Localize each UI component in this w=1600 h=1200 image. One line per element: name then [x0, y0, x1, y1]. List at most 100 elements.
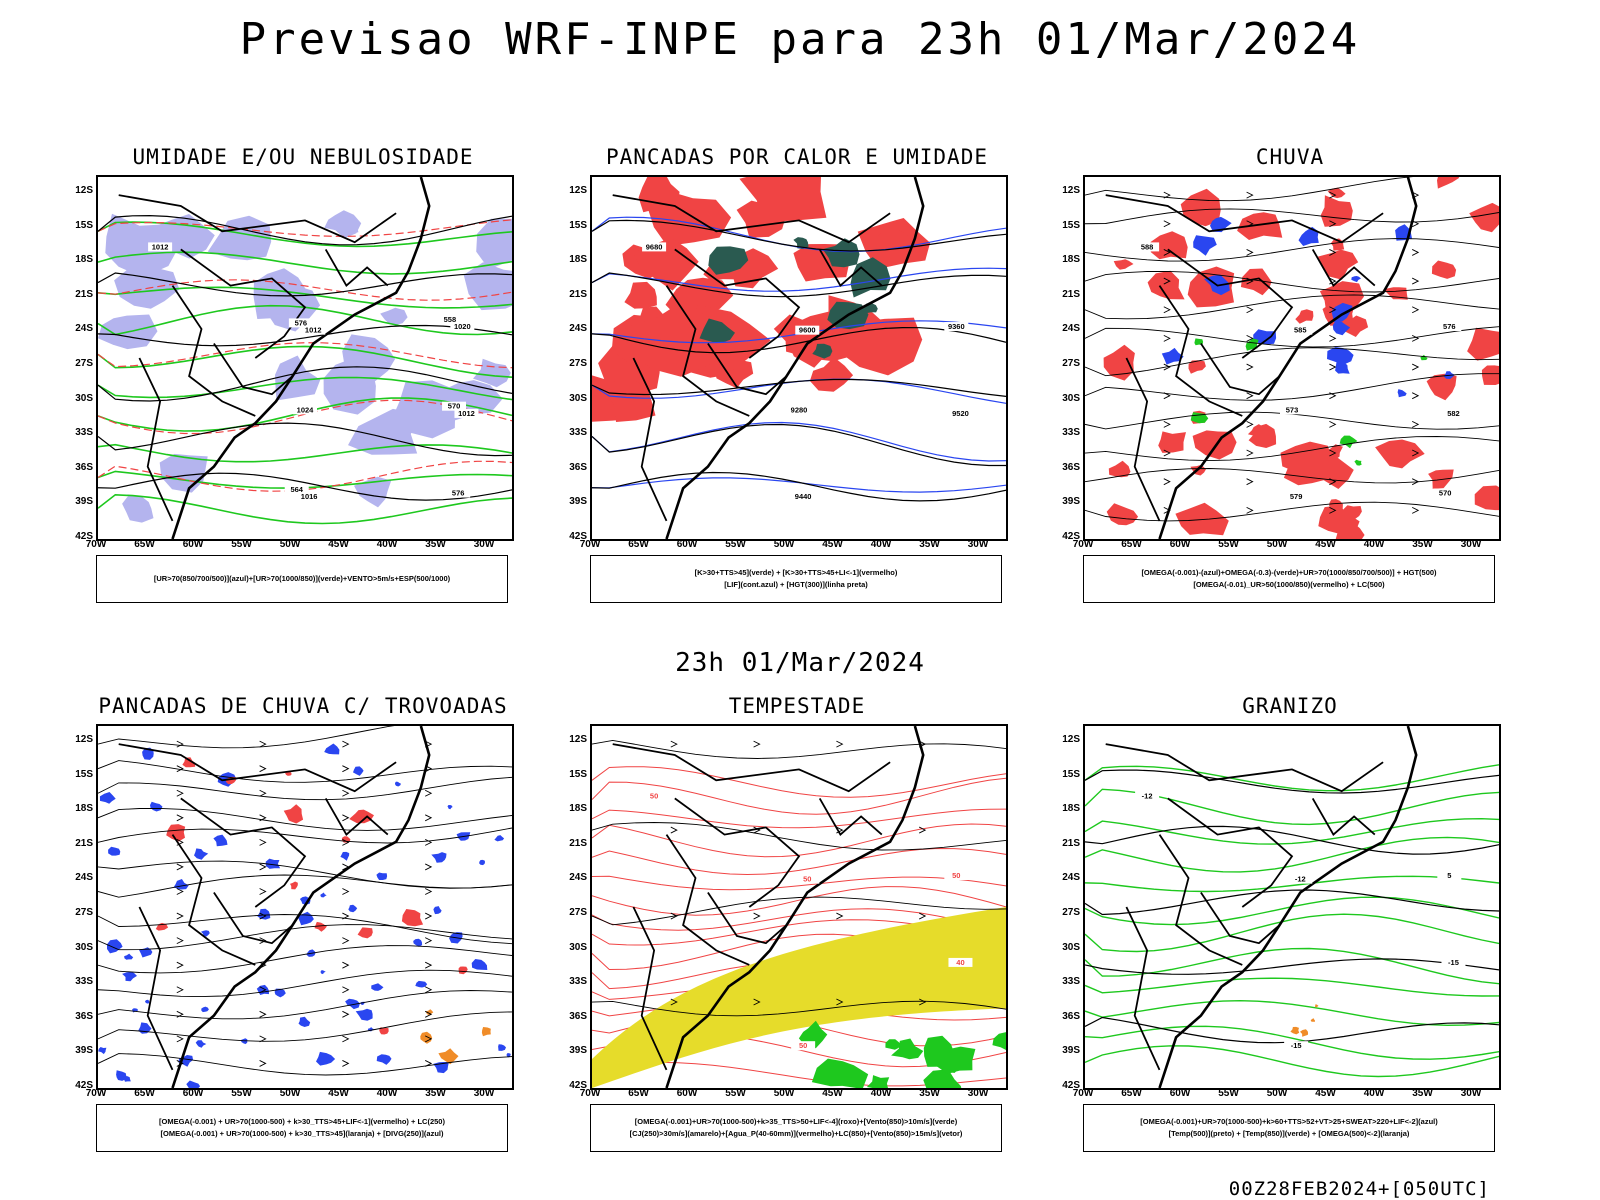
wind-arrow	[424, 912, 433, 920]
streamline	[1085, 411, 1499, 430]
latitude-label: 24S	[1062, 872, 1080, 884]
longitude-label: 50W	[773, 1088, 795, 1099]
longitude-label: 45W	[822, 539, 843, 550]
contour-label-bg	[442, 401, 467, 411]
field-blob	[463, 262, 512, 311]
border-line	[1167, 797, 1294, 908]
contour-line	[1085, 875, 1499, 893]
longitude-label: 50W	[1266, 539, 1288, 550]
wind-arrow	[1163, 191, 1171, 199]
streamline	[1085, 326, 1499, 348]
wind-arrow	[176, 863, 184, 871]
streamline	[98, 924, 512, 951]
contour-label: 576	[452, 489, 465, 498]
contour-line	[592, 477, 1006, 493]
latitude-label: 39S	[75, 1045, 93, 1057]
contour-line	[1085, 913, 1499, 953]
field-blob	[320, 892, 327, 898]
field-blob	[1210, 216, 1232, 233]
contour-label: 1012	[305, 326, 322, 335]
contour-label: 1012	[152, 242, 169, 251]
contour-line	[98, 214, 512, 246]
coastline	[171, 726, 431, 1088]
border-line	[118, 194, 397, 244]
contour-line	[592, 378, 1006, 397]
latitude-label: 18S	[75, 254, 93, 266]
contour-label-bg	[454, 408, 479, 418]
contour-label: 9440	[795, 492, 812, 501]
latitude-label: 24S	[569, 323, 587, 335]
wind-arrow	[1329, 363, 1337, 371]
wind-arrow	[176, 937, 184, 945]
wind-arrow	[176, 1035, 184, 1043]
latitude-label: 15S	[75, 768, 93, 780]
panel-title: CHUVA	[1255, 145, 1325, 169]
longitude-label: 45W	[1315, 1088, 1336, 1099]
field-blob	[349, 809, 374, 824]
border-line	[1158, 834, 1243, 966]
streamline	[1085, 177, 1414, 202]
field-blob	[213, 834, 228, 847]
field-blob	[471, 959, 488, 970]
contour-label-bg	[1288, 325, 1313, 335]
wind-arrow	[342, 888, 350, 895]
wind-arrow	[176, 888, 184, 895]
field-blob	[1192, 430, 1237, 460]
field-blob	[194, 848, 209, 860]
latitude-label: 42S	[569, 531, 587, 542]
latitude-label: 27S	[1062, 907, 1080, 918]
border-line	[180, 248, 307, 359]
field-blob	[380, 307, 408, 326]
wind-arrow	[424, 1060, 433, 1067]
latitude-label: 42S	[1062, 531, 1080, 542]
field-blob	[108, 846, 121, 856]
wind-arrow	[1163, 392, 1171, 400]
border-line	[1158, 285, 1243, 417]
contour-line	[98, 345, 512, 378]
field-blob	[376, 872, 388, 880]
longitude-label: 40W	[1363, 1088, 1385, 1099]
longitude-label: 65W	[134, 1088, 155, 1099]
field-blob	[438, 1048, 459, 1065]
field-blob	[274, 988, 286, 998]
streamline	[1085, 208, 1499, 225]
latitude-label: 18S	[1062, 254, 1080, 266]
streamline	[98, 874, 512, 898]
border-line	[612, 194, 891, 244]
field-blob	[182, 757, 196, 768]
field-blob	[476, 218, 512, 270]
legend-line: [OMEGA(-0.001)+UR>70(1000-500)+k>60+TTS>…	[1140, 1117, 1438, 1126]
streamline	[98, 914, 512, 945]
contour-label: 9680	[646, 242, 663, 251]
contour-line	[592, 766, 1006, 798]
wind-arrow	[836, 740, 844, 748]
contour-line	[592, 471, 1006, 502]
latitude-label: 27S	[569, 358, 587, 369]
wind-arrow	[259, 863, 267, 871]
wind-arrow	[424, 961, 433, 969]
wind-arrow	[176, 912, 184, 920]
contour-label: -15	[1291, 1041, 1302, 1050]
field-blob	[371, 983, 384, 991]
latitude-label: 42S	[75, 1080, 93, 1091]
legend-line: [OMEGA(-0.001) + UR>70(1000-500) + k>30_…	[159, 1117, 445, 1126]
field-blob	[415, 980, 428, 988]
field-blob	[122, 971, 137, 982]
contour-label: 570	[1439, 489, 1452, 498]
wind-arrow	[176, 961, 184, 969]
field-blob	[166, 824, 186, 842]
contour-line	[592, 908, 1006, 932]
longitude-label: 40W	[376, 539, 398, 550]
field-blob	[1193, 235, 1217, 256]
wind-arrow	[176, 814, 184, 822]
latitude-label: 27S	[1062, 358, 1080, 369]
latitude-label: 24S	[75, 872, 93, 884]
latitude-label: 39S	[569, 1045, 587, 1057]
latitude-label: 21S	[569, 837, 587, 849]
longitude-label: 50W	[279, 539, 301, 550]
latitude-label: 42S	[569, 1080, 587, 1091]
latitude-label: 15S	[1062, 768, 1080, 780]
streamline	[1085, 468, 1499, 484]
wind-arrow	[424, 1035, 433, 1043]
latitude-label: 36S	[569, 1010, 587, 1022]
